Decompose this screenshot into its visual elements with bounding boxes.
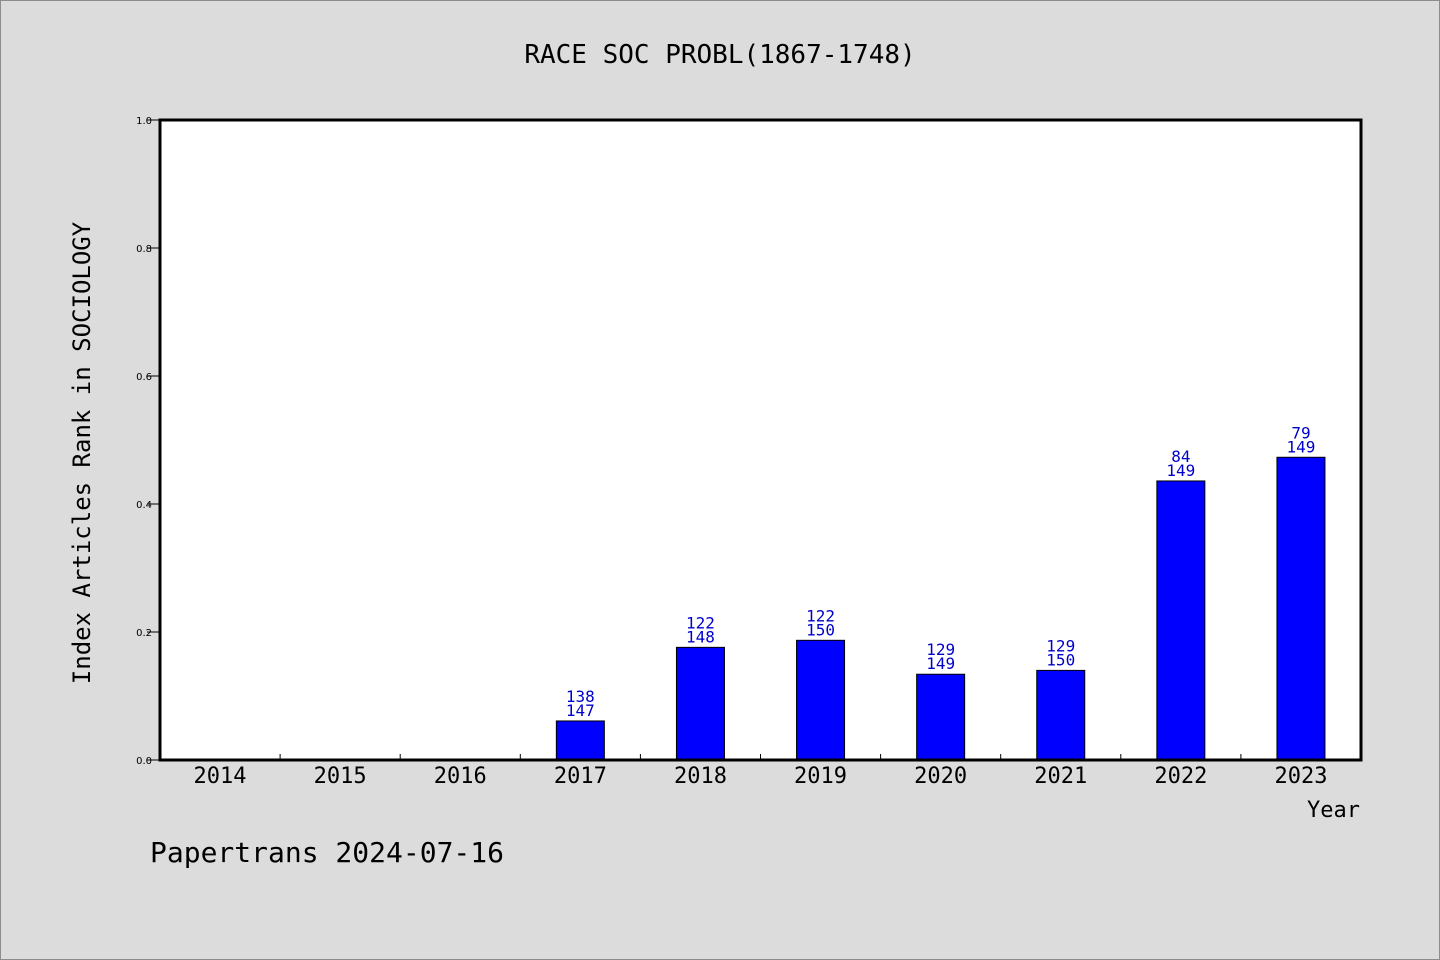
bar-label-rank: 79 (1291, 423, 1310, 442)
bar-label-rank: 129 (926, 640, 955, 659)
bar-label-total: 150 (1046, 650, 1075, 669)
bar-label-rank: 129 (1046, 636, 1075, 655)
bar-2019 (796, 639, 846, 761)
y-tick-label: 0.6 (136, 372, 152, 383)
x-tick-label: 2019 (794, 764, 847, 789)
bar-2020 (916, 673, 966, 761)
x-tick-label: 2015 (314, 764, 367, 789)
bar-label-total: 149 (1286, 437, 1315, 456)
x-axis-label: Year (1307, 798, 1360, 823)
bar-label-rank: 84 (1171, 447, 1190, 466)
bar-label-rank: 138 (566, 687, 595, 706)
bar-label-rank: 122 (806, 606, 835, 625)
bar-2022 (1156, 480, 1206, 761)
y-tick-label: 0.4 (136, 500, 152, 511)
y-tick-label: 0.2 (136, 628, 152, 639)
y-axis-label: Index Articles Rank in SOCIOLOGY (68, 221, 96, 684)
y-tick-label: 0.8 (136, 244, 152, 255)
y-tick-label: 0.0 (136, 756, 152, 767)
x-tick-label: 2018 (674, 764, 727, 789)
bar-label-total: 147 (566, 701, 595, 720)
bar-2023 (1276, 456, 1326, 761)
y-axis-ticks: 0.0 0.2 0.4 0.6 0.8 1.0 (136, 116, 159, 767)
chart-title: RACE SOC PROBL(1867-1748) (524, 40, 915, 70)
x-tick-label: 2022 (1154, 764, 1207, 789)
bar-label-total: 150 (806, 620, 835, 639)
x-tick-label: 2023 (1274, 764, 1327, 789)
footer-credit: Papertrans 2024-07-16 (150, 836, 504, 869)
y-tick-label: 1.0 (136, 116, 152, 127)
x-axis-ticks: 2014 2015 2016 2017 2018 2019 2020 2021 2022 2023 (194, 754, 1327, 789)
x-tick-label: 2021 (1034, 764, 1087, 789)
bar-label-rank: 122 (686, 613, 715, 632)
bar-label-total: 148 (686, 627, 715, 646)
x-tick-label: 2017 (554, 764, 607, 789)
bar-label-total: 149 (926, 654, 955, 673)
bar-2021 (1036, 669, 1086, 761)
x-tick-label: 2020 (914, 764, 967, 789)
bar-2017 (555, 720, 605, 761)
bar-2018 (675, 646, 725, 761)
bars-group (555, 456, 1326, 761)
x-tick-label: 2016 (434, 764, 487, 789)
x-tick-label: 2014 (194, 764, 247, 789)
plot-border (158, 118, 1363, 762)
bar-label-total: 149 (1166, 461, 1195, 480)
